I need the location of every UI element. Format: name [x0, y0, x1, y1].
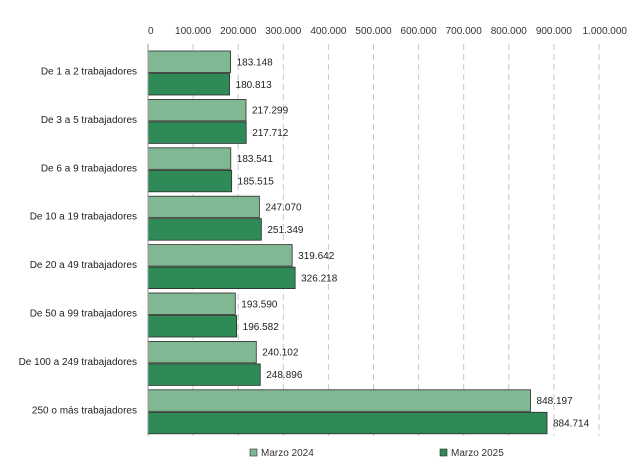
bar	[147, 363, 261, 386]
bar	[147, 411, 548, 435]
data-label: 319.642	[298, 251, 335, 262]
bar	[147, 218, 262, 241]
bar	[147, 50, 231, 73]
data-label: 180.813	[236, 80, 273, 91]
category-label: De 10 a 19 trabajadores	[30, 212, 137, 223]
bar	[147, 73, 230, 96]
data-label: 217.299	[252, 106, 289, 117]
bar	[147, 121, 247, 144]
data-label: 193.590	[241, 299, 278, 310]
data-label: 848.197	[537, 396, 574, 407]
legend-swatch	[439, 448, 448, 457]
bar	[147, 266, 296, 290]
x-tick-label: 500.000	[355, 26, 392, 37]
legend-label: Marzo 2024	[261, 448, 314, 459]
category-label: De 3 a 5 trabajadores	[41, 115, 137, 126]
data-label: 183.541	[237, 154, 274, 165]
bar	[147, 244, 293, 267]
data-label: 183.148	[237, 57, 274, 68]
bar	[147, 315, 238, 338]
x-tick-label: 700.000	[446, 26, 483, 37]
category-label: 250 o más trabajadores	[32, 405, 137, 416]
bar	[147, 195, 260, 219]
x-tick-label: 300.000	[265, 26, 302, 37]
category-label: De 100 a 249 trabajadores	[19, 357, 137, 368]
bar	[147, 340, 257, 364]
x-tick-label: 100.000	[175, 26, 212, 37]
bar	[147, 147, 232, 170]
bar	[147, 389, 531, 412]
data-label: 251.349	[267, 225, 304, 236]
x-tick-label: 600.000	[401, 26, 438, 37]
data-label: 196.582	[243, 322, 280, 333]
category-label: De 20 a 49 trabajadores	[30, 260, 137, 271]
data-label: 185.515	[238, 177, 275, 188]
x-tick-label: 400.000	[310, 26, 347, 37]
bar	[147, 169, 233, 193]
x-tick-label: 200.000	[220, 26, 257, 37]
legend-swatch	[249, 448, 258, 457]
legend-label: Marzo 2025	[451, 448, 504, 459]
data-label: 217.712	[252, 128, 289, 139]
category-label: De 6 a 9 trabajadores	[41, 163, 137, 174]
x-tick-label: 1.000.000	[583, 26, 628, 37]
x-tick-label: 900.000	[536, 26, 573, 37]
data-label: 884.714	[553, 419, 590, 430]
category-label: De 50 a 99 trabajadores	[30, 309, 137, 320]
bar	[147, 292, 236, 315]
bar	[147, 99, 247, 122]
data-label: 248.896	[266, 370, 303, 381]
x-tick-label: 0	[148, 26, 154, 37]
x-tick-label: 800.000	[491, 26, 528, 37]
data-label: 247.070	[265, 202, 302, 213]
category-label: De 1 a 2 trabajadores	[41, 67, 137, 78]
data-label: 326.218	[301, 273, 338, 284]
data-label: 240.102	[262, 348, 299, 359]
